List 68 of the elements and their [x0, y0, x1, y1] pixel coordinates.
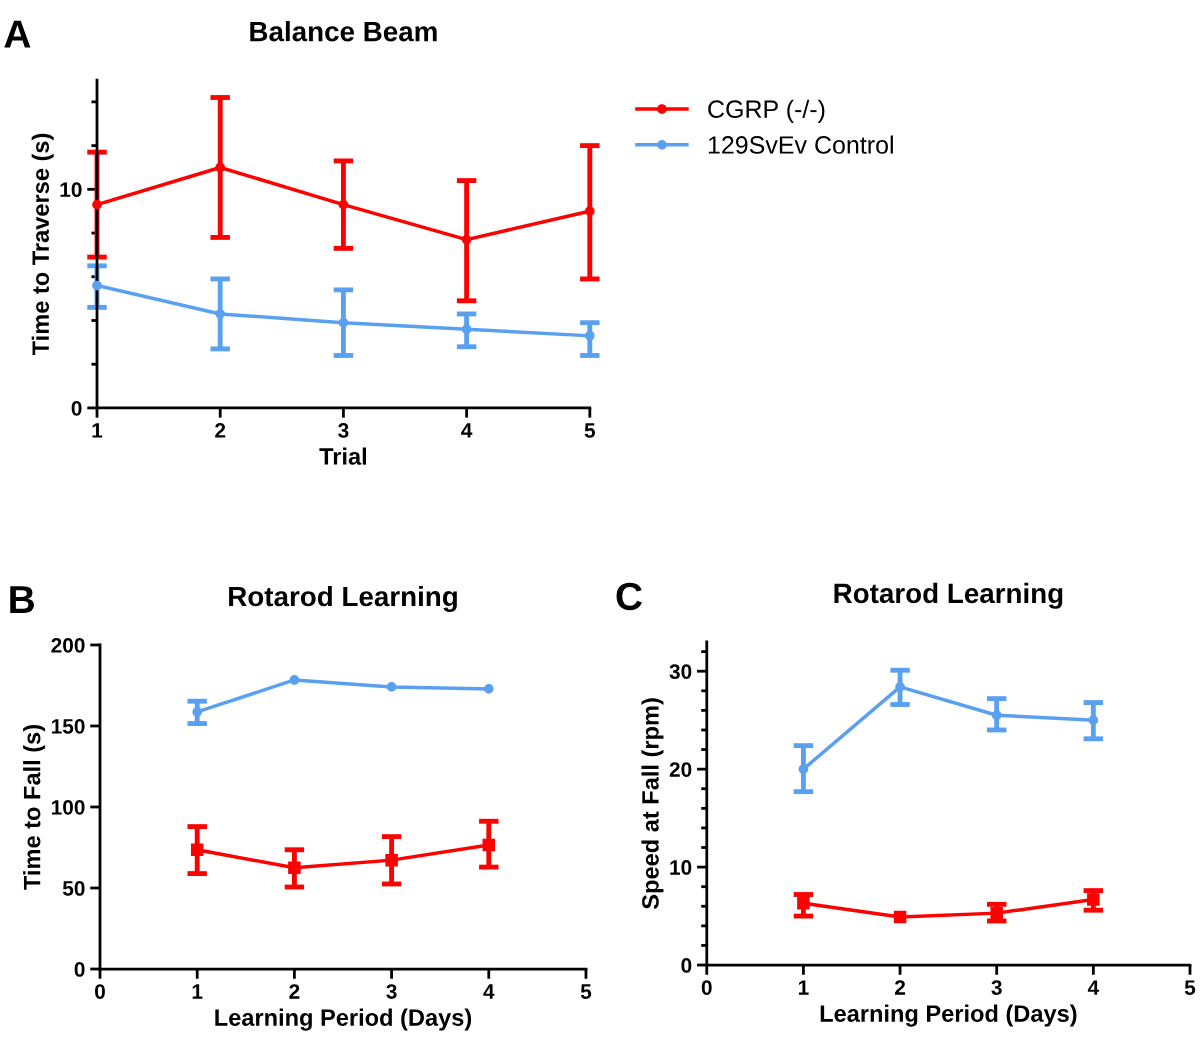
y-tick-label: 200: [51, 637, 85, 653]
point: [289, 675, 300, 685]
x-tick-label: 4: [483, 984, 495, 999]
point: [215, 162, 226, 173]
y-tick-label: 10: [60, 182, 82, 198]
x-tick-label: 1: [92, 423, 103, 438]
point: [797, 897, 810, 910]
point: [1088, 715, 1099, 726]
point: [215, 309, 226, 319]
y-tick-label: 20: [669, 762, 692, 777]
x-axis-title: Learning Period (Days): [820, 1004, 1077, 1027]
x-tick-label: 5: [1184, 980, 1196, 995]
point: [483, 684, 494, 694]
x-tick-label: 1: [798, 980, 809, 995]
point: [385, 853, 398, 867]
x-tick-label: 4: [461, 423, 473, 438]
x-tick-label: 4: [1087, 980, 1100, 995]
x-tick-label: 1: [192, 984, 203, 999]
x-tick-label: 3: [386, 984, 397, 999]
x-tick-label: 3: [338, 423, 349, 438]
y-tick-label: 100: [51, 799, 85, 815]
y-tick-label: 0: [71, 400, 82, 416]
y-tick-label: 0: [681, 958, 692, 973]
y-tick-label: 30: [669, 664, 692, 679]
y-axis-title: Time to Fall (s): [23, 725, 46, 890]
x-tick-label: 0: [701, 980, 712, 995]
point: [1087, 893, 1100, 906]
text: A: [4, 20, 31, 48]
point: [798, 764, 809, 775]
x-tick-label: 5: [584, 423, 596, 438]
x-tick-label: 0: [95, 984, 105, 999]
point: [584, 206, 595, 217]
point: [895, 682, 905, 692]
point: [192, 707, 203, 717]
y-tick-label: 10: [670, 860, 692, 875]
chart-title: Rotarod Learning: [229, 585, 457, 612]
point: [338, 317, 349, 328]
point: [990, 906, 1003, 920]
y-tick-label: 50: [62, 881, 85, 896]
y-axis-title: Speed at Fall (rpm): [641, 698, 664, 910]
point: [288, 861, 301, 874]
x-tick-label: 3: [991, 980, 1002, 995]
y-tick-label: 150: [51, 718, 85, 734]
text: B: [10, 586, 34, 613]
x-tick-label: 2: [215, 423, 226, 438]
point: [482, 838, 496, 852]
text: C: [616, 582, 642, 611]
point: [991, 710, 1002, 721]
legend-label: CGRP (-/-): [708, 99, 825, 123]
point: [461, 324, 472, 335]
chart-title: Rotarod Learning: [834, 582, 1063, 609]
point: [386, 682, 397, 692]
point: [461, 234, 472, 245]
point: [584, 330, 595, 341]
point: [92, 199, 102, 210]
point: [893, 910, 907, 924]
legend-label: 129SvEv Control: [708, 135, 893, 154]
point: [92, 280, 102, 291]
chart-title: Balance Beam: [250, 21, 437, 42]
x-axis-title: Learning Period (Days): [215, 1008, 472, 1031]
x-axis-title: Trial: [319, 447, 367, 465]
y-tick-label: 0: [74, 962, 85, 977]
x-tick-label: 2: [894, 980, 906, 995]
point: [190, 843, 204, 857]
point: [338, 199, 349, 210]
y-axis-title: Time to Traverse (s): [31, 133, 54, 356]
x-tick-label: 2: [289, 984, 300, 999]
x-tick-label: 5: [580, 984, 592, 999]
